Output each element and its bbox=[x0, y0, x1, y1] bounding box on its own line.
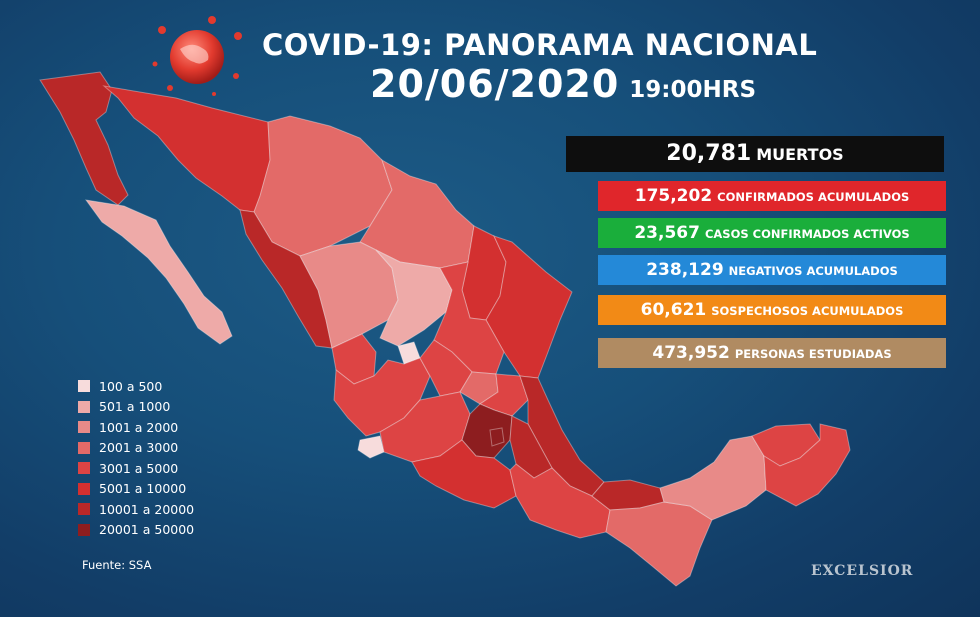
stat-negative: 238,129 NEGATIVOS ACUMULADOS bbox=[598, 255, 946, 285]
stat-suspected: 60,621 SOSPECHOSOS ACUMULADOS bbox=[598, 295, 946, 325]
legend-label: 10001 a 20000 bbox=[99, 501, 195, 517]
map-region-chiapas bbox=[605, 501, 713, 587]
map-region-baja-california-sur bbox=[84, 199, 233, 345]
page-title: COVID-19: PANORAMA NACIONAL bbox=[262, 28, 818, 62]
title-block: COVID-19: PANORAMA NACIONAL 20/06/2020 19… bbox=[262, 28, 862, 106]
stat-studied: 473,952 PERSONAS ESTUDIADAS bbox=[598, 338, 946, 368]
legend-label: 2001 a 3000 bbox=[99, 440, 179, 456]
report-date: 20/06/2020 bbox=[370, 62, 620, 106]
legend-item: 20001 a 50000 bbox=[78, 520, 194, 541]
legend-item: 100 a 500 bbox=[78, 376, 194, 397]
map-legend: 100 a 500 501 a 1000 1001 a 2000 2001 a … bbox=[78, 376, 194, 540]
map-region-jalisco bbox=[333, 357, 431, 437]
source-note: Fuente: SSA bbox=[82, 558, 152, 572]
legend-swatch bbox=[78, 462, 90, 475]
stat-active-label: CASOS CONFIRMADOS ACTIVOS bbox=[704, 227, 910, 241]
stat-negative-value: 238,129 bbox=[646, 260, 724, 280]
stat-studied-value: 473,952 bbox=[652, 343, 730, 363]
map-region-cdmx bbox=[489, 427, 505, 447]
stat-suspected-value: 60,621 bbox=[640, 300, 707, 320]
legend-swatch bbox=[78, 503, 90, 516]
legend-label: 20001 a 50000 bbox=[99, 522, 195, 538]
stat-confirmed-label: CONFIRMADOS ACUMULADOS bbox=[717, 190, 910, 204]
stat-confirmed-value: 175,202 bbox=[634, 186, 713, 206]
legend-swatch bbox=[78, 380, 90, 393]
stat-deaths-value: 20,781 bbox=[666, 141, 752, 166]
legend-item: 501 a 1000 bbox=[78, 397, 194, 418]
map-region-zacatecas bbox=[375, 249, 453, 347]
stat-active-value: 23,567 bbox=[634, 223, 700, 243]
map-region-sonora bbox=[102, 85, 271, 213]
map-region-baja-california bbox=[39, 71, 129, 206]
legend-item: 10001 a 20000 bbox=[78, 499, 194, 520]
map-region-michoacan bbox=[379, 391, 471, 463]
legend-label: 100 a 500 bbox=[99, 378, 163, 394]
legend-label: 1001 a 2000 bbox=[99, 419, 179, 435]
legend-item: 1001 a 2000 bbox=[78, 417, 194, 438]
globe-logo-icon bbox=[152, 16, 242, 96]
legend-swatch bbox=[78, 523, 90, 536]
stat-studied-label: PERSONAS ESTUDIADAS bbox=[734, 347, 892, 361]
map-region-quintana-roo bbox=[763, 423, 851, 507]
legend-label: 3001 a 5000 bbox=[99, 460, 179, 476]
legend-label: 501 a 1000 bbox=[99, 399, 171, 415]
legend-swatch bbox=[78, 400, 90, 413]
legend-swatch bbox=[78, 482, 90, 495]
stat-suspected-label: SOSPECHOSOS ACUMULADOS bbox=[711, 304, 904, 318]
map-region-chihuahua bbox=[253, 115, 393, 257]
date-time: 20/06/2020 19:00HRS bbox=[370, 62, 756, 106]
legend-item: 2001 a 3000 bbox=[78, 438, 194, 459]
stat-confirmed: 175,202 CONFIRMADOS ACUMULADOS bbox=[598, 181, 946, 211]
legend-swatch bbox=[78, 421, 90, 434]
stat-active: 23,567 CASOS CONFIRMADOS ACTIVOS bbox=[598, 218, 946, 248]
legend-swatch bbox=[78, 441, 90, 454]
map-region-colima bbox=[357, 435, 385, 459]
stat-negative-label: NEGATIVOS ACUMULADOS bbox=[728, 264, 898, 278]
stat-deaths-label: MUERTOS bbox=[756, 145, 844, 164]
legend-item: 5001 a 10000 bbox=[78, 479, 194, 500]
report-time: 19:00HRS bbox=[629, 77, 757, 103]
stat-deaths: 20,781 MUERTOS bbox=[566, 136, 944, 172]
legend-label: 5001 a 10000 bbox=[99, 481, 187, 497]
legend-item: 3001 a 5000 bbox=[78, 458, 194, 479]
brand-logo: EXCELSIOR bbox=[811, 563, 914, 579]
